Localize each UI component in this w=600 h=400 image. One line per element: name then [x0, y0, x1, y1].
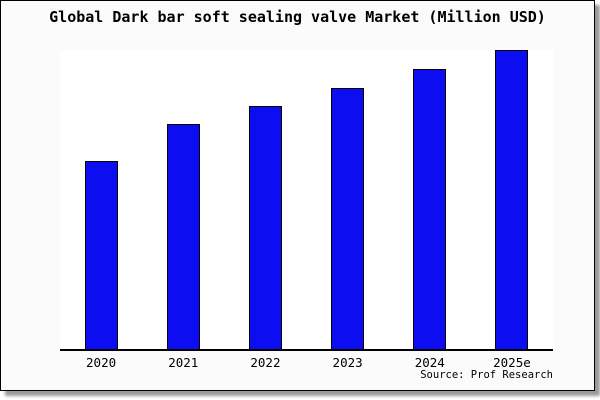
- source-note: Source: Prof Research: [420, 369, 553, 381]
- bar-slot-2023: [307, 50, 389, 349]
- bar-slot-2020: [60, 50, 142, 349]
- x-tick-label-2022: 2022: [250, 355, 281, 370]
- chart-frame: Global Dark bar soft sealing valve Marke…: [0, 0, 595, 391]
- bar-slot-2025e: [471, 50, 553, 349]
- x-tick-label-2021: 2021: [168, 355, 199, 370]
- chart-title: Global Dark bar soft sealing valve Marke…: [49, 8, 546, 26]
- x-tick-label-2024: 2024: [414, 355, 445, 370]
- x-tick-label-2023: 2023: [332, 355, 363, 370]
- bar-slot-2022: [224, 50, 306, 349]
- x-tick-label-2025e: 2025e: [493, 355, 531, 370]
- bar-slot-2021: [142, 50, 224, 349]
- x-axis-labels: 2020 2021 2022 2023 2024 2025e: [60, 355, 553, 370]
- bar-slot-2024: [389, 50, 471, 349]
- plot-area: [60, 50, 553, 351]
- bar-2021: [166, 124, 200, 349]
- bar-2024: [413, 68, 447, 349]
- x-tick-label-2020: 2020: [86, 355, 117, 370]
- bar-2025e: [495, 50, 529, 349]
- bar-2020: [84, 161, 118, 349]
- bar-2022: [248, 105, 282, 349]
- bar-2023: [331, 87, 365, 349]
